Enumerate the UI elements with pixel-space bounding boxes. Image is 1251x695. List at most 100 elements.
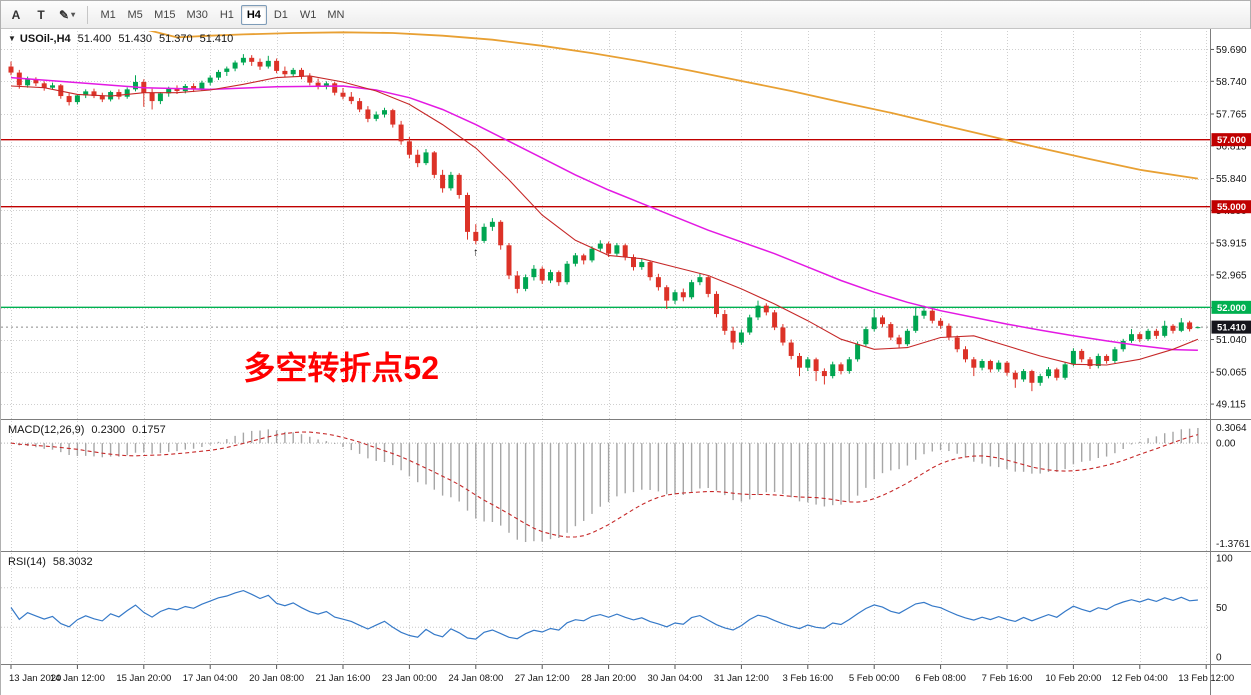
timeframe-button-w1[interactable]: W1: [295, 5, 322, 25]
candle: [697, 273, 703, 286]
candle: [880, 315, 885, 327]
candle: [655, 273, 661, 291]
candle: [1037, 373, 1043, 386]
candle: [987, 359, 993, 373]
svg-text:55.840: 55.840: [1216, 174, 1247, 185]
candle: [423, 149, 429, 166]
timeframe-button-d1[interactable]: D1: [268, 5, 294, 25]
price-badge-52.000: 52.000: [1211, 300, 1251, 314]
svg-text:20 Jan 08:00: 20 Jan 08:00: [249, 673, 304, 684]
svg-text:15 Jan 20:00: 15 Jan 20:00: [116, 673, 171, 684]
candle: [323, 81, 329, 90]
draw-tools-dropdown[interactable]: ✎ ▾: [54, 4, 80, 26]
candle: [954, 335, 960, 353]
candle: [1162, 320, 1168, 338]
candle: [448, 171, 454, 191]
candle: [747, 314, 753, 335]
ma-mid-magenta: [10, 76, 1198, 352]
annotation-text[interactable]: 多空转折点52: [243, 350, 439, 386]
svg-text:27 Jan 12:00: 27 Jan 12:00: [515, 673, 570, 684]
timeframe-button-mn[interactable]: MN: [322, 5, 349, 25]
timeframe-button-h4[interactable]: H4: [240, 4, 267, 25]
candle: [299, 67, 304, 80]
candle: [1137, 332, 1143, 343]
candle: [157, 92, 163, 105]
candle: [224, 66, 230, 76]
timeframe-button-m15[interactable]: M15: [149, 5, 180, 25]
svg-text:57.000: 57.000: [1217, 135, 1246, 146]
horizontal-lines-layer[interactable]: [1, 138, 1210, 328]
cursor-tool-button[interactable]: A: [4, 4, 28, 26]
candle: [689, 279, 695, 300]
candle: [606, 241, 612, 258]
candle: [91, 88, 97, 99]
price-badge-57.000: 57.000: [1211, 133, 1251, 147]
candle: [772, 310, 778, 331]
candle: [1170, 324, 1176, 334]
candle: [1079, 348, 1085, 363]
candle: [797, 352, 802, 377]
moving-averages-layer: [10, 31, 1199, 366]
candle: [755, 300, 761, 321]
candle: [838, 362, 844, 375]
candle: [1112, 346, 1118, 364]
candle: [290, 67, 296, 77]
candle: [307, 73, 313, 86]
candle: [581, 253, 587, 265]
candle: [1062, 362, 1068, 380]
candle: [116, 89, 122, 100]
candle: [664, 285, 670, 310]
rsi-line: [10, 589, 1198, 640]
candle: [1012, 370, 1018, 388]
candle: [921, 305, 927, 319]
candle: [124, 87, 130, 99]
svg-text:13 Feb 12:00: 13 Feb 12:00: [1178, 673, 1234, 684]
rsi-panel: [1, 587, 1210, 640]
candle: [548, 269, 553, 284]
candle: [33, 77, 39, 86]
chevron-down-icon: ▾: [71, 10, 76, 19]
candle: [274, 58, 280, 74]
macd-histogram: [18, 427, 1199, 543]
svg-text:0: 0: [1216, 653, 1222, 664]
text-tool-button[interactable]: T: [29, 4, 53, 26]
svg-text:58.740: 58.740: [1216, 77, 1247, 88]
candle: [332, 81, 338, 96]
candle: [473, 224, 479, 245]
candle: [780, 324, 786, 346]
macd-panel: [1, 427, 1210, 543]
candle: [846, 356, 852, 374]
candle: [589, 246, 595, 263]
price-axis[interactable]: 59.69058.74057.76556.81555.84054.89053.9…: [1210, 29, 1251, 695]
svg-text:24 Jan 08:00: 24 Jan 08:00: [448, 673, 503, 684]
candle: [788, 339, 794, 360]
candle: [1178, 318, 1184, 333]
macd-signal-line: [10, 431, 1199, 538]
candle: [855, 341, 861, 362]
svg-text:49.115: 49.115: [1216, 400, 1246, 411]
svg-text:100: 100: [1216, 554, 1233, 565]
candle: [1153, 328, 1159, 339]
candle: [191, 83, 197, 93]
candle: [896, 334, 902, 349]
candle: [431, 151, 437, 179]
timeframe-button-m1[interactable]: M1: [95, 5, 121, 25]
candle: [805, 356, 811, 372]
timeframe-button-m5[interactable]: M5: [122, 5, 148, 25]
candle: [614, 242, 620, 257]
buy-arrow-marker[interactable]: ↑: [473, 246, 479, 258]
candle: [913, 306, 919, 333]
candle: [265, 55, 271, 69]
candle: [373, 111, 379, 122]
candle: [99, 92, 105, 103]
svg-text:17 Jan 04:00: 17 Jan 04:00: [183, 673, 238, 684]
timeframe-button-h1[interactable]: H1: [214, 5, 240, 25]
chart-canvas[interactable]: ↑多空转折点5259.69058.74057.76556.81555.84054…: [1, 29, 1251, 695]
timeframe-button-m30[interactable]: M30: [181, 5, 212, 25]
candle: [871, 309, 877, 332]
candle: [996, 360, 1002, 372]
candle: [240, 54, 246, 66]
candle: [1046, 367, 1051, 379]
